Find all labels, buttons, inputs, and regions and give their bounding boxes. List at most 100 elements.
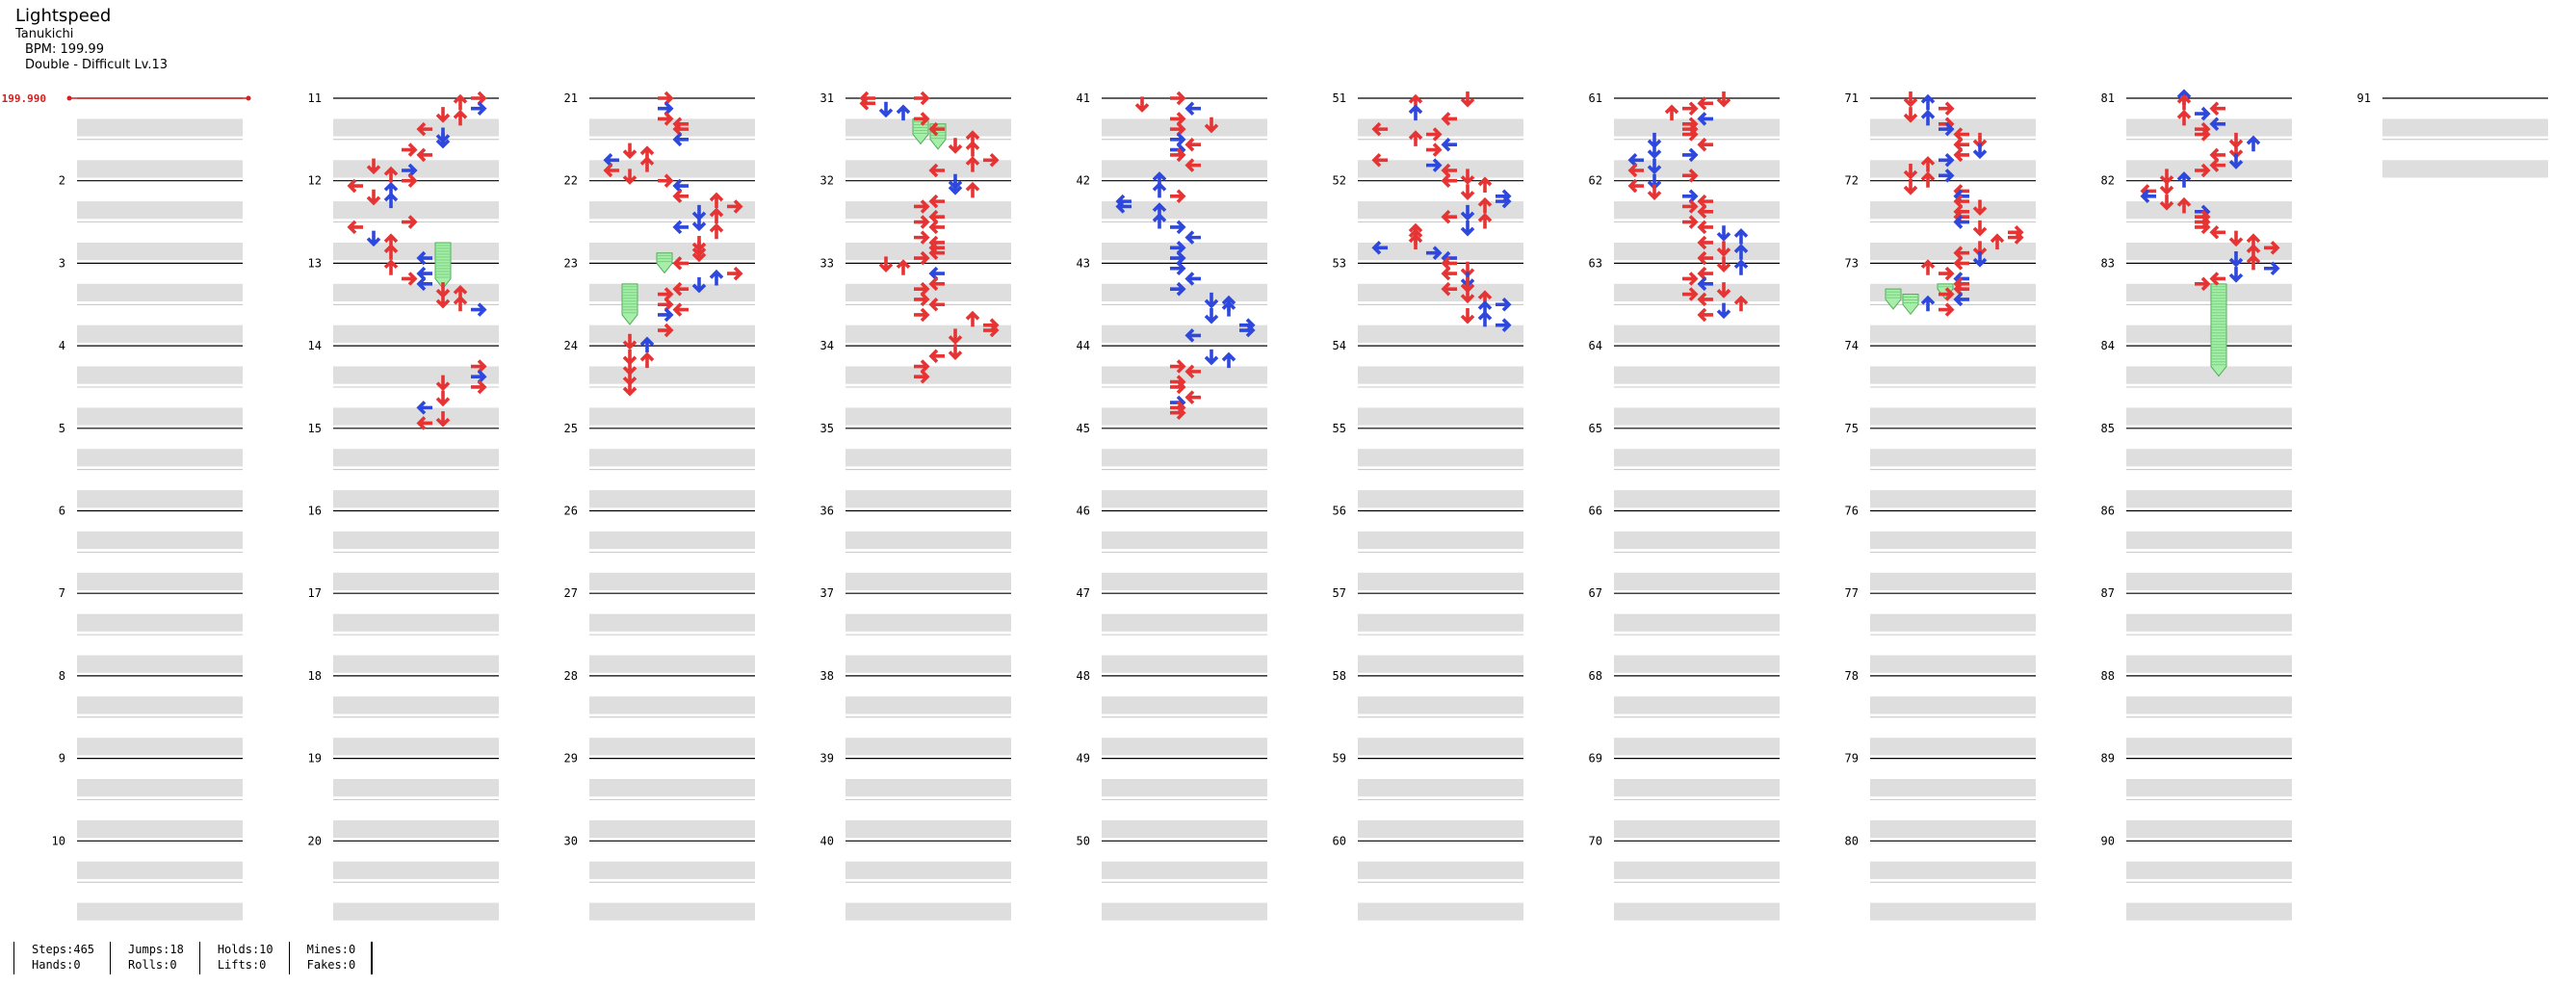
arrow-left-icon — [1185, 389, 1203, 405]
beat-band — [1870, 655, 2036, 673]
measure-number: 65 — [1589, 422, 1602, 435]
measure-number: 89 — [2101, 752, 2115, 765]
measure-number: 68 — [1589, 669, 1602, 683]
beat-band — [1870, 449, 2036, 467]
beat-band — [1614, 779, 1780, 797]
beat-band — [1870, 779, 2036, 797]
beat-band — [589, 531, 755, 550]
beat-band — [846, 283, 1011, 301]
beat-band — [1614, 531, 1780, 550]
arrow-up-icon — [2246, 136, 2261, 154]
beat-band — [1870, 201, 2036, 220]
beat-band — [846, 243, 1011, 261]
stats-column: Holds:10 Lifts:0 — [198, 942, 289, 974]
stat-mines: Mines:0 — [306, 943, 356, 956]
measure-number: 9 — [59, 752, 65, 765]
beat-band — [333, 696, 499, 714]
measure-number: 42 — [1077, 174, 1090, 188]
arrow-left-icon — [1698, 137, 1715, 153]
beat-band — [846, 531, 1011, 550]
arrow-right-icon — [1168, 220, 1185, 235]
beat-band — [589, 613, 755, 632]
beat-band — [333, 283, 499, 301]
measure-number: 52 — [1333, 174, 1346, 188]
song-artist: Tanukichi — [15, 27, 74, 41]
arrow-down-icon — [435, 105, 451, 122]
stat-hands: Hands:0 — [32, 958, 81, 972]
beat-band — [1102, 613, 1267, 632]
arrow-left-icon — [1442, 137, 1459, 153]
measure-number: 38 — [820, 669, 834, 683]
measure-number: 57 — [1333, 586, 1346, 600]
measure-number: 58 — [1333, 669, 1346, 683]
beat-band — [846, 902, 1011, 921]
measure-number: 67 — [1589, 586, 1602, 600]
arrow-up-icon — [1477, 311, 1493, 329]
beat-band — [1358, 118, 1523, 137]
beat-band — [333, 655, 499, 673]
beat-band — [1358, 407, 1523, 426]
measure-number: 51 — [1333, 91, 1346, 105]
beat-band — [333, 243, 499, 261]
arrow-down-icon — [2228, 265, 2244, 282]
arrow-up-icon — [1152, 182, 1167, 200]
measure-number: 66 — [1589, 505, 1602, 518]
beat-band — [589, 819, 755, 839]
beat-band — [1870, 118, 2036, 137]
measure-number: 34 — [820, 339, 834, 352]
beat-band — [1614, 613, 1780, 632]
arrow-down-icon — [2228, 228, 2244, 246]
arrow-left-icon — [348, 178, 365, 194]
beat-band — [1358, 861, 1523, 879]
measure-number: 37 — [820, 586, 834, 600]
bpm-marker: 199.990 — [2, 92, 251, 105]
beat-band — [1870, 324, 2036, 343]
arrow-up-icon — [709, 223, 724, 242]
arrow-right-icon — [1680, 188, 1698, 204]
beat-band — [1870, 738, 2036, 756]
beat-band — [1102, 572, 1267, 590]
arrow-up-icon — [2176, 94, 2192, 113]
beat-band — [1614, 449, 1780, 467]
beat-band — [333, 407, 499, 426]
beat-band — [2126, 366, 2292, 384]
beat-band — [1102, 407, 1267, 426]
beat-band — [2126, 861, 2292, 879]
measure-number: 16 — [308, 505, 322, 518]
arrow-down-icon — [1972, 219, 1988, 236]
arrow-down-icon — [622, 141, 637, 159]
measure-number: 43 — [1077, 256, 1090, 270]
beat-band — [589, 902, 755, 921]
hold-note — [656, 252, 673, 274]
beat-band — [1614, 201, 1780, 220]
arrow-up-icon — [639, 352, 655, 370]
stat-rolls: Rolls:0 — [128, 958, 177, 972]
measure-number: 3 — [59, 256, 65, 270]
arrow-up-icon — [453, 94, 468, 113]
arrow-up-icon — [1221, 300, 1236, 319]
beat-band — [846, 572, 1011, 590]
beat-band — [333, 819, 499, 839]
arrow-down-icon — [1972, 141, 1988, 159]
measure-number: 25 — [564, 422, 578, 435]
measure-number: 11 — [308, 91, 322, 105]
beat-band — [846, 449, 1011, 467]
bpm-marker-dot — [246, 95, 251, 101]
beat-band — [2126, 449, 2292, 467]
measure-number: 90 — [2101, 834, 2115, 847]
beat-band — [1614, 819, 1780, 839]
measure-number: 70 — [1589, 834, 1602, 847]
beat-band — [77, 819, 243, 839]
arrow-up-icon — [383, 259, 399, 277]
arrow-down-icon — [1903, 105, 1918, 122]
beat-band — [77, 118, 243, 137]
measure-number: 36 — [820, 505, 834, 518]
measure-number: 64 — [1589, 339, 1602, 352]
arrow-down-icon — [1204, 348, 1219, 365]
beat-band — [846, 407, 1011, 426]
measure-number: 56 — [1333, 505, 1346, 518]
arrow-up-icon — [965, 141, 980, 159]
measure-number: 33 — [820, 256, 834, 270]
beat-band — [1870, 572, 2036, 590]
arrow-up-icon — [1920, 94, 1936, 113]
